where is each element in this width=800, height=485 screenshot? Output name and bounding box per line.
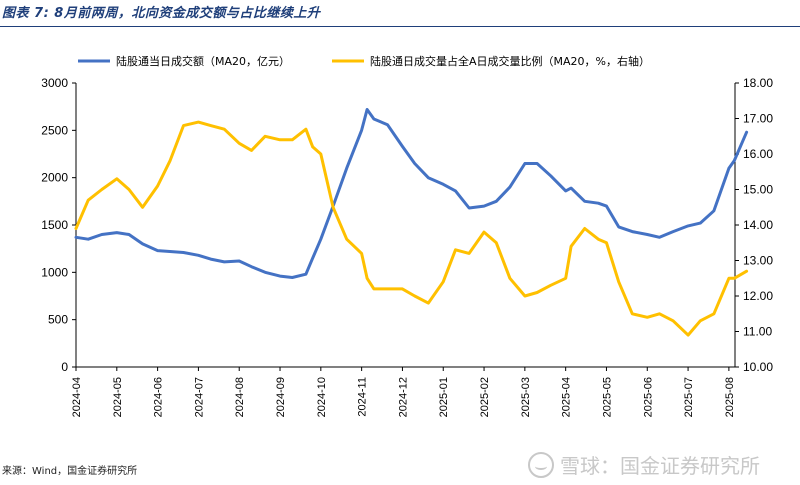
- right-tick-label: 15.00: [743, 183, 773, 197]
- series-line-1: [74, 108, 749, 279]
- left-tick-label: 0: [61, 360, 68, 374]
- left-tick-label: 2500: [41, 123, 68, 137]
- series-line-2: [74, 120, 749, 337]
- x-tick-label: 2024-07: [193, 377, 205, 417]
- right-tick-label: 13.00: [743, 254, 773, 268]
- source-note: 来源：Wind，国金证券研究所: [2, 466, 138, 477]
- x-tick-label: 2024-05: [112, 377, 124, 417]
- x-tick-label: 2024-12: [397, 377, 409, 417]
- x-tick-label: 2025-08: [724, 377, 736, 417]
- right-tick-label: 11.00: [743, 325, 772, 339]
- x-tick-label: 2024-10: [316, 377, 328, 417]
- legend-label-1: 陆股通当日成交额（MA20，亿元）: [116, 54, 290, 68]
- x-tick-label: 2025-03: [520, 377, 532, 417]
- right-tick-label: 16.00: [743, 147, 773, 161]
- right-tick-label: 14.00: [743, 218, 773, 232]
- right-tick-label: 10.00: [743, 360, 773, 374]
- snowball-logo-icon: [528, 451, 554, 478]
- x-tick-label: 2024-08: [234, 377, 246, 417]
- x-tick-label: 2025-01: [438, 377, 450, 417]
- right-tick-label: 12.00: [743, 289, 773, 303]
- left-tick-label: 2000: [41, 171, 68, 185]
- title-divider: [0, 26, 800, 27]
- watermark: 雪球：国金证券研究所: [528, 450, 760, 479]
- left-tick-label: 500: [48, 313, 68, 327]
- left-tick-label: 3000: [41, 76, 68, 90]
- right-tick-label: 17.00: [743, 112, 773, 126]
- right-tick-label: 18.00: [743, 76, 773, 90]
- x-tick-label: 2025-07: [683, 377, 695, 417]
- figure-title: 图表 7: 8月前两周，北向资金成交额与占比继续上升: [2, 6, 321, 21]
- chart-axes: 0 500 1000 1500 2000 2500 3000 10.00 11.00 12.00 1…: [41, 76, 773, 417]
- x-tick-label: 2025-06: [642, 377, 654, 417]
- left-tick-label: 1500: [41, 218, 68, 232]
- x-tick-label: 2024-04: [71, 377, 83, 417]
- x-tick-label: 2024-11: [357, 377, 369, 417]
- line-chart: 陆股通当日成交额（MA20，亿元） 陆股通日成交量占全A日成交量比例（MA20，%…: [41, 54, 773, 417]
- chart-series: [74, 108, 749, 337]
- legend: 陆股通当日成交额（MA20，亿元） 陆股通日成交量占全A日成交量比例（MA20，%…: [78, 54, 650, 68]
- x-tick-label: 2025-02: [479, 377, 491, 417]
- x-tick-label: 2024-06: [153, 377, 165, 417]
- x-tick-label: 2024-09: [275, 377, 287, 417]
- x-tick-label: 2025-04: [561, 377, 573, 417]
- legend-label-2: 陆股通日成交量占全A日成交量比例（MA20，%，右轴）: [370, 54, 650, 68]
- x-tick-label: 2025-05: [601, 377, 613, 417]
- left-tick-label: 1000: [41, 265, 68, 279]
- watermark-text: 雪球：国金证券研究所: [560, 454, 760, 478]
